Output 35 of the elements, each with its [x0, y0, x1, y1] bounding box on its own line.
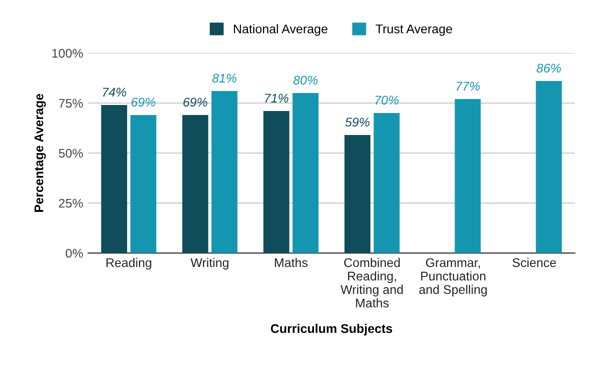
bar	[130, 115, 156, 254]
data-label: 69%	[132, 98, 156, 107]
data-label: 81%	[212, 74, 236, 83]
x-tick-label: Maths	[274, 258, 308, 268]
x-tick-label: Combined Reading, Writing and Maths	[340, 258, 403, 308]
legend-label: Trust Average	[376, 24, 452, 36]
data-label: 70%	[375, 96, 399, 105]
data-label: 69%	[183, 98, 208, 107]
bar	[344, 135, 370, 254]
data-label: 59%	[345, 118, 370, 127]
y-tick-label: 75%	[58, 98, 83, 108]
data-label: 74%	[102, 88, 126, 97]
x-tick-label: Grammar, Punctuation and Spelling	[419, 258, 487, 296]
y-axis-title: Percentage Average	[34, 94, 46, 212]
bar	[182, 115, 208, 254]
y-tick-label: 25%	[58, 198, 83, 208]
y-tick-label: 50%	[58, 148, 83, 158]
data-label: 77%	[456, 82, 480, 91]
bar	[536, 81, 562, 254]
x-tick-label: Writing	[190, 258, 228, 270]
legend-label: National Average	[234, 24, 328, 36]
data-label: 80%	[293, 76, 318, 85]
bar	[374, 113, 400, 254]
data-label: 86%	[536, 64, 561, 73]
x-axis-title: Curriculum Subjects	[270, 324, 392, 336]
data-label: 71%	[265, 94, 288, 103]
y-tick-label: 0%	[66, 248, 83, 258]
bar	[101, 105, 128, 254]
x-tick-label: Science	[512, 258, 556, 268]
bar	[211, 91, 238, 254]
bar	[454, 99, 481, 254]
x-tick-label: Reading	[106, 258, 152, 270]
bar	[292, 93, 319, 254]
y-tick-label: 100%	[52, 48, 83, 58]
bar	[263, 111, 290, 254]
